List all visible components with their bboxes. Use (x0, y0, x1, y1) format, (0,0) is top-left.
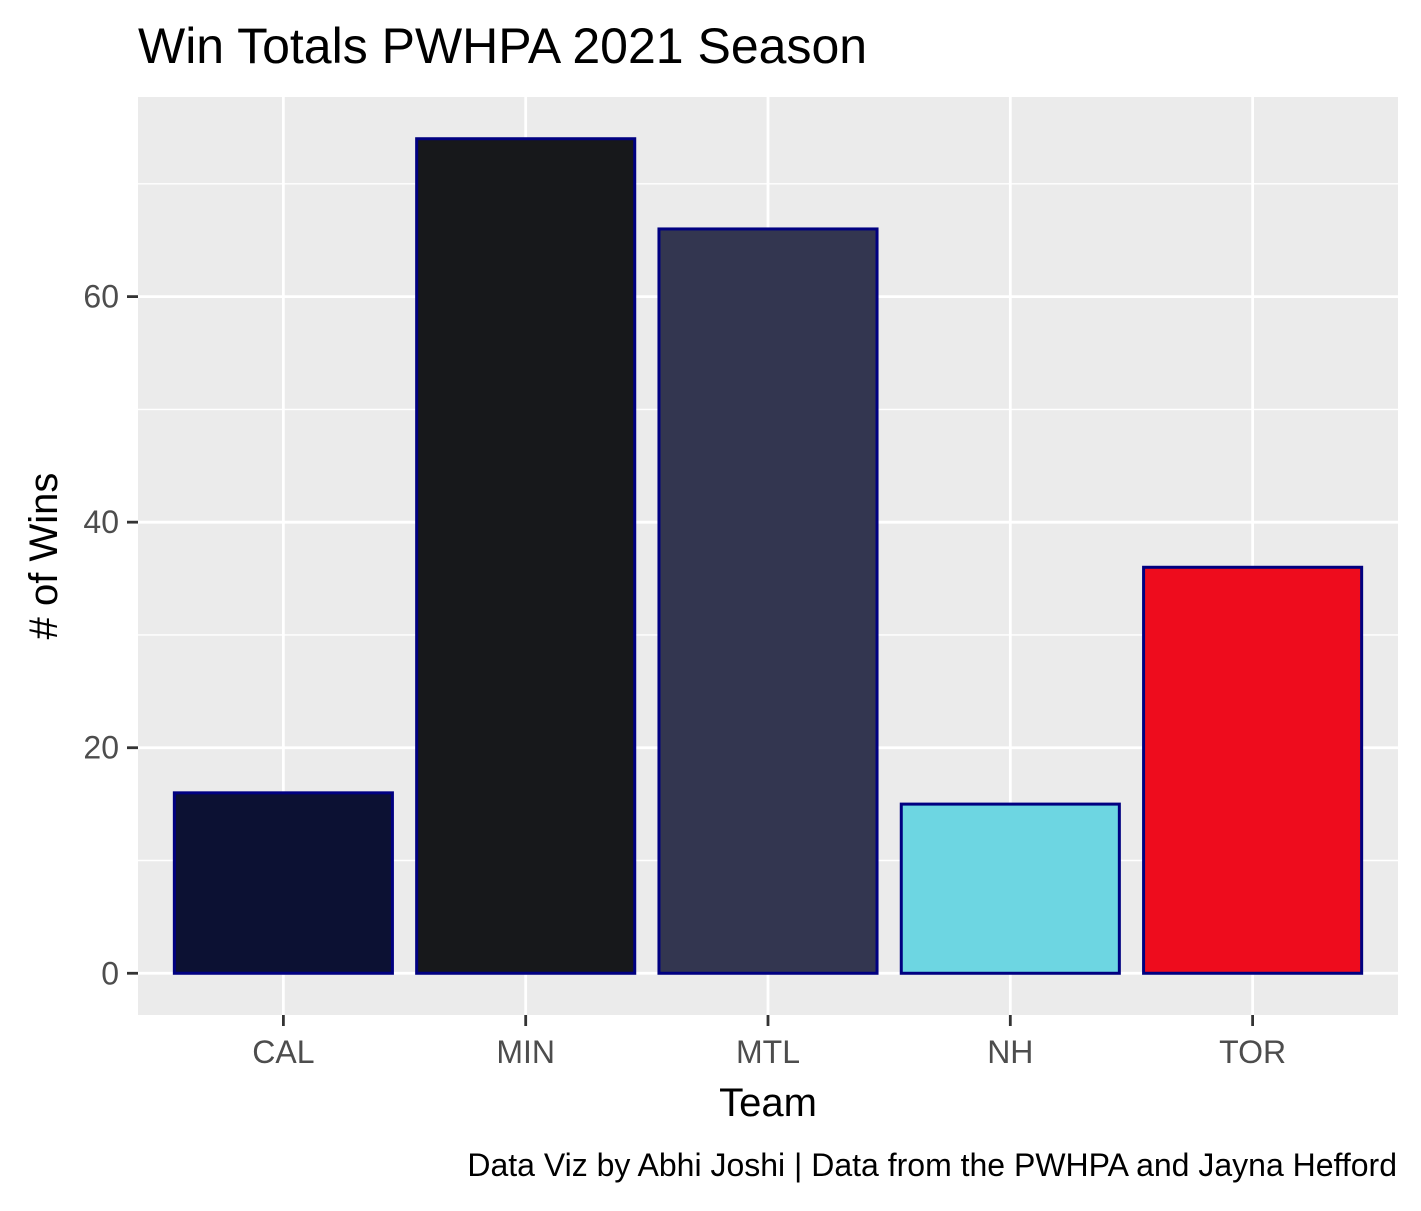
bar-cal (172, 791, 394, 975)
x-axis-title: Team (719, 1081, 817, 1125)
y-tick-label: 40 (83, 504, 119, 540)
x-tick-label: MTL (736, 1034, 800, 1070)
x-tick-label: CAL (252, 1034, 314, 1070)
y-axis-ticks: 0 20 40 60 (83, 279, 138, 991)
x-tick-label: TOR (1219, 1034, 1286, 1070)
bar-tor (1142, 565, 1364, 975)
bar-min (415, 137, 637, 975)
y-axis-title: # of Wins (22, 473, 66, 640)
chart-caption: Data Viz by Abhi Joshi | Data from the P… (467, 1147, 1397, 1183)
x-axis-ticks: CAL MIN MTL NH TOR (252, 1015, 1286, 1070)
bar-mtl (657, 227, 879, 975)
y-tick-label: 0 (101, 955, 119, 991)
y-tick-label: 60 (83, 279, 119, 315)
bars (172, 137, 1364, 975)
x-tick-label: MIN (496, 1034, 555, 1070)
chart-title: Win Totals PWHPA 2021 Season (138, 18, 867, 74)
y-tick-label: 20 (83, 730, 119, 766)
bar-nh (899, 802, 1121, 975)
x-tick-label: NH (987, 1034, 1033, 1070)
